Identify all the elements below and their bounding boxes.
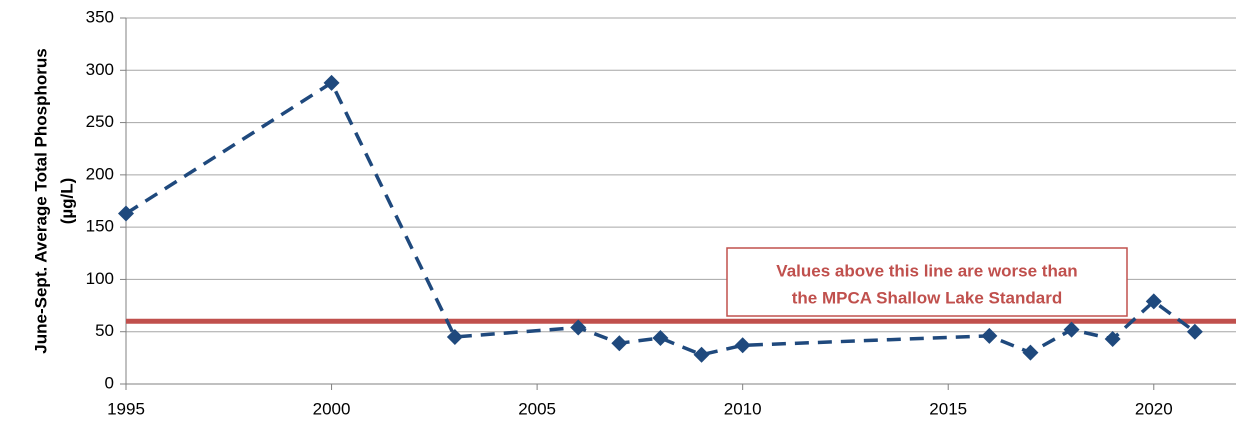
annotation: the MPCA Shallow Lake Standard — [792, 288, 1062, 307]
x-tick-label: 2015 — [929, 399, 967, 418]
data-point — [693, 346, 710, 363]
y-tick-label: 350 — [86, 7, 114, 26]
x-tick-label: 1995 — [107, 399, 145, 418]
data-point — [652, 329, 669, 346]
data-point — [1063, 321, 1080, 338]
data-point — [323, 74, 340, 91]
x-tick-label: 2005 — [518, 399, 556, 418]
y-axis-label: (µg/L) — [57, 178, 76, 225]
x-tick-label: 2020 — [1135, 399, 1173, 418]
data-point — [611, 335, 628, 352]
y-tick-label: 150 — [86, 217, 114, 236]
x-tick-label: 2010 — [724, 399, 762, 418]
x-tick-label: 2000 — [313, 399, 351, 418]
y-tick-label: 250 — [86, 112, 114, 131]
data-point — [570, 319, 587, 336]
data-point — [1022, 344, 1039, 361]
y-tick-label: 50 — [95, 321, 114, 340]
y-tick-label: 0 — [105, 373, 114, 392]
data-point — [1186, 323, 1203, 340]
data-point — [1145, 293, 1162, 310]
y-tick-label: 200 — [86, 164, 114, 183]
data-point — [1104, 331, 1121, 348]
data-point — [981, 327, 998, 344]
y-axis-label: June-Sept. Average Total Phosphorus — [31, 48, 50, 353]
y-tick-label: 300 — [86, 60, 114, 79]
data-point — [118, 205, 134, 222]
annotation: Values above this line are worse than — [776, 261, 1077, 280]
y-tick-label: 100 — [86, 269, 114, 288]
annotation-box — [726, 247, 1128, 317]
data-point — [446, 328, 463, 345]
data-point — [734, 337, 751, 354]
